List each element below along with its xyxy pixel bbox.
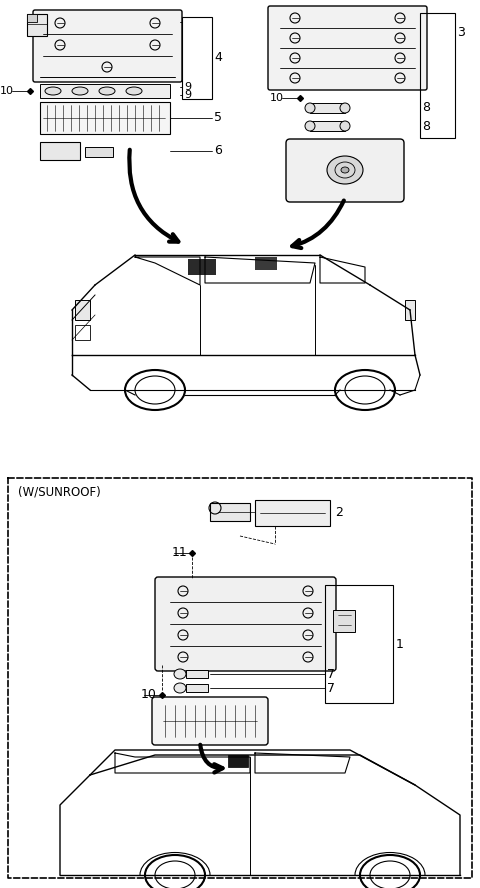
Ellipse shape (45, 87, 61, 95)
Bar (325, 585, 393, 703)
Bar (40, 142, 80, 160)
Ellipse shape (126, 87, 142, 95)
Bar (255, 257, 277, 270)
Bar (310, 121, 345, 131)
Ellipse shape (99, 87, 115, 95)
Bar (85, 147, 113, 157)
Text: 7: 7 (327, 668, 335, 680)
Ellipse shape (305, 103, 315, 113)
FancyBboxPatch shape (152, 697, 268, 745)
Bar (40, 102, 170, 134)
Text: (W/SUNROOF): (W/SUNROOF) (18, 486, 101, 498)
FancyBboxPatch shape (155, 577, 336, 671)
Ellipse shape (340, 121, 350, 131)
Ellipse shape (174, 683, 186, 693)
Text: 8: 8 (422, 101, 430, 115)
Ellipse shape (341, 167, 349, 173)
Bar (420, 13, 455, 138)
Bar (75, 300, 90, 320)
FancyBboxPatch shape (268, 6, 427, 90)
Text: 4: 4 (214, 52, 222, 65)
Text: 9: 9 (184, 90, 191, 100)
Bar (228, 755, 248, 767)
Ellipse shape (174, 669, 186, 679)
Bar (310, 103, 345, 113)
Ellipse shape (327, 156, 363, 184)
Text: 1: 1 (396, 638, 404, 651)
Text: 5: 5 (214, 112, 222, 124)
Text: 6: 6 (214, 145, 222, 157)
FancyBboxPatch shape (33, 10, 182, 82)
Text: 9: 9 (184, 82, 191, 92)
Ellipse shape (340, 103, 350, 113)
FancyBboxPatch shape (286, 139, 404, 202)
Bar (182, 17, 212, 99)
Bar (333, 610, 355, 632)
Bar (27, 14, 47, 36)
Text: 3: 3 (457, 27, 465, 39)
Bar (405, 300, 415, 320)
Text: 10: 10 (141, 688, 157, 702)
Bar (186, 670, 208, 678)
Bar (210, 503, 250, 521)
Bar (255, 500, 330, 526)
Bar (40, 84, 170, 98)
Text: 7: 7 (327, 681, 335, 694)
Text: 11: 11 (171, 546, 187, 559)
Ellipse shape (305, 121, 315, 131)
Text: 2: 2 (335, 506, 343, 519)
Bar (27, 14, 37, 22)
Bar (188, 259, 216, 275)
Bar (75, 325, 90, 340)
Text: 10: 10 (0, 86, 14, 96)
Text: 8: 8 (422, 120, 430, 132)
Ellipse shape (72, 87, 88, 95)
Text: 10: 10 (270, 93, 284, 103)
Bar (186, 684, 208, 692)
